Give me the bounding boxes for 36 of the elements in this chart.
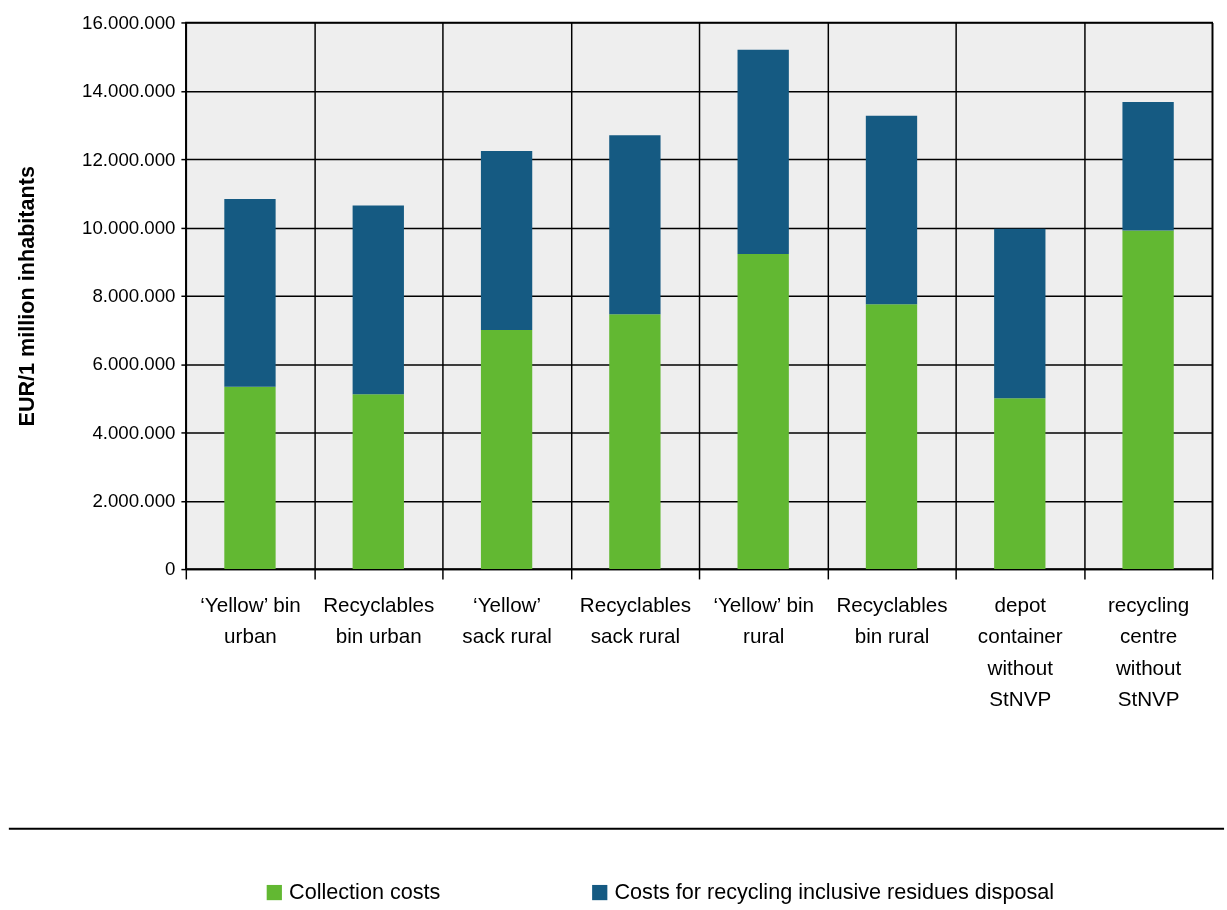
y-tick-label: 12.000.000 (82, 148, 176, 170)
y-tick-label: 10.000.000 (82, 216, 176, 238)
bar (994, 228, 1046, 399)
x-tick-label: Recyclables bin urban (323, 592, 435, 648)
bar (224, 386, 276, 570)
x-tick-label: recycling centre without StNVP (1107, 592, 1190, 711)
bar (737, 49, 789, 255)
y-tick-label: 4.000.000 (92, 421, 176, 443)
bar (1122, 230, 1174, 570)
bar (609, 135, 661, 315)
x-tick-label: ‘Yellow’ bin urban (200, 592, 301, 648)
x-tick-label: Recyclables bin rural (836, 592, 948, 648)
legend-label: Collection costs (289, 879, 441, 905)
bar (865, 115, 918, 305)
y-tick-label: 2.000.000 (92, 490, 176, 512)
y-tick-label: 14.000.000 (82, 80, 176, 102)
bar (865, 304, 918, 570)
x-tick-label: depot container without StNVP (977, 592, 1063, 711)
x-tick-label: ‘Yellow’ sack rural (462, 592, 552, 648)
y-axis-title: EUR/1 million inhabitants (13, 165, 39, 427)
bar (224, 199, 276, 387)
bar (609, 314, 661, 570)
y-tick-label: 6.000.000 (92, 353, 176, 375)
bar (737, 254, 789, 570)
x-tick-label: Recyclables sack rural (579, 592, 691, 648)
y-tick-label: 8.000.000 (92, 285, 176, 307)
bar (352, 394, 404, 570)
x-tick-label: ‘Yellow’ bin rural (713, 592, 814, 648)
y-tick-label: 16.000.000 (82, 11, 176, 33)
bar (480, 150, 533, 330)
bar (994, 398, 1046, 570)
bar (352, 205, 404, 395)
bar (1122, 102, 1174, 231)
bar (480, 329, 533, 570)
y-tick-label: 0 (165, 558, 176, 580)
legend-label: Costs for recycling inclusive residues disposal (614, 879, 1055, 905)
